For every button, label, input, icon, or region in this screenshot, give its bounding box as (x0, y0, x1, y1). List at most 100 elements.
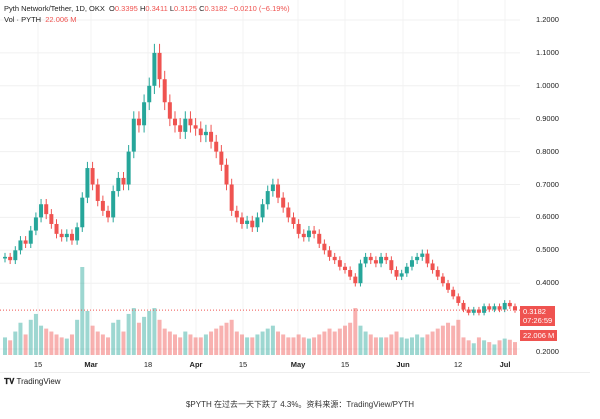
candle-body (95, 184, 100, 201)
volume-bar (234, 331, 239, 355)
volume-bar (75, 319, 80, 355)
volume-bar (28, 319, 33, 355)
x-tick-label: Jul (499, 360, 511, 369)
candle-body (28, 230, 33, 244)
volume-bar (260, 331, 265, 355)
candle-body (152, 52, 157, 86)
volume-bar (44, 328, 49, 355)
candle-body (301, 233, 306, 238)
volume-bar (451, 325, 456, 355)
candle-body (461, 302, 466, 310)
volume-bar (178, 337, 183, 355)
volume-bar (239, 334, 244, 355)
candle-body (482, 306, 487, 313)
volume-bar (162, 328, 167, 355)
candle-body (147, 85, 152, 103)
volume-bar (296, 334, 301, 355)
volume-bar (255, 334, 260, 355)
volume-bar (188, 334, 193, 355)
volume-bar (373, 337, 378, 355)
volume-bar (64, 338, 69, 355)
candle-body (404, 266, 409, 274)
candle-body (39, 204, 44, 218)
x-tick-label: May (290, 360, 306, 369)
volume-bar (399, 337, 404, 355)
candlestick-chart[interactable] (0, 0, 590, 372)
x-tick-label: Apr (189, 360, 203, 369)
volume-bar (80, 267, 85, 355)
volume-bar (358, 325, 363, 355)
candle-body (245, 220, 250, 224)
close-label: C (199, 4, 205, 13)
volume-bar (440, 325, 445, 355)
candle-body (456, 296, 461, 303)
volume-bar (507, 339, 512, 355)
x-tick-label: 15 (238, 360, 248, 369)
candle-body (487, 306, 492, 310)
volume-bar (167, 331, 172, 355)
volume-bar (322, 331, 327, 355)
candle-body (69, 233, 74, 241)
candle-body (466, 309, 471, 313)
volume-bar (409, 337, 414, 355)
candle-body (44, 204, 49, 215)
y-tick-label: 0.4000 (536, 278, 559, 288)
candle-body (471, 309, 476, 313)
volume-bar (85, 311, 90, 355)
candle-body (136, 118, 141, 126)
candle-body (23, 240, 28, 244)
low-label: L (169, 4, 175, 13)
volume-bar (327, 328, 332, 355)
candle-body (198, 128, 203, 136)
volume-bar (152, 308, 157, 355)
candle-body (358, 263, 363, 284)
candle-body (415, 256, 420, 261)
candle-body (142, 102, 147, 126)
candle-body (75, 227, 80, 241)
y-tick-label: 1.0000 (536, 80, 559, 90)
candle-body (188, 118, 193, 126)
volume-bar (203, 334, 208, 355)
y-tick-label: 0.2000 (536, 347, 559, 356)
volume-bar (476, 337, 481, 355)
candle-body (353, 276, 358, 284)
volume-bar (265, 328, 270, 355)
chart-area[interactable]: Pyth Network/Tether, 1D, OKX O0.3395 H0.… (0, 0, 590, 373)
volume-bar (384, 337, 389, 355)
candle-body (167, 102, 172, 119)
x-tick-label: 15 (340, 360, 350, 369)
y-tick-label: 0.5000 (536, 245, 559, 255)
close-value: 0.3182 (204, 4, 228, 13)
candle-body (13, 250, 18, 261)
volume-bar (224, 322, 229, 355)
volume-bar (471, 343, 476, 355)
volume-bar (363, 331, 368, 355)
last-price-tag: 0.3182 07:26:59 (520, 306, 556, 326)
volume-bar (49, 331, 54, 355)
volume-bar (394, 331, 399, 355)
y-tick-label: 1.2000 (536, 15, 559, 24)
candle-body (250, 220, 255, 228)
volume-bar (245, 337, 250, 355)
volume-bar (39, 325, 44, 355)
volume-bar (3, 337, 7, 355)
tradingview-logo[interactable]: 𝐓𝐕 TradingView (4, 377, 61, 387)
candle-body (116, 177, 121, 192)
volume-bar (147, 311, 152, 355)
volume-bar (425, 334, 430, 355)
candle-body (90, 168, 95, 185)
y-tick-label: 0.6000 (536, 212, 559, 222)
low-value: 0.3125 (174, 4, 197, 13)
volume-value: 22.006 M (45, 15, 77, 24)
volume-bar (111, 322, 116, 355)
candle-body (18, 240, 23, 251)
volume-bar (209, 331, 214, 355)
candle-body (389, 260, 394, 271)
volume-bar (420, 337, 425, 355)
volume-bar (136, 322, 141, 355)
volume-bar (415, 334, 420, 355)
candle-body (317, 233, 322, 244)
candle-body (286, 207, 291, 218)
volume-bar (487, 342, 492, 355)
volume-bar (183, 331, 188, 355)
